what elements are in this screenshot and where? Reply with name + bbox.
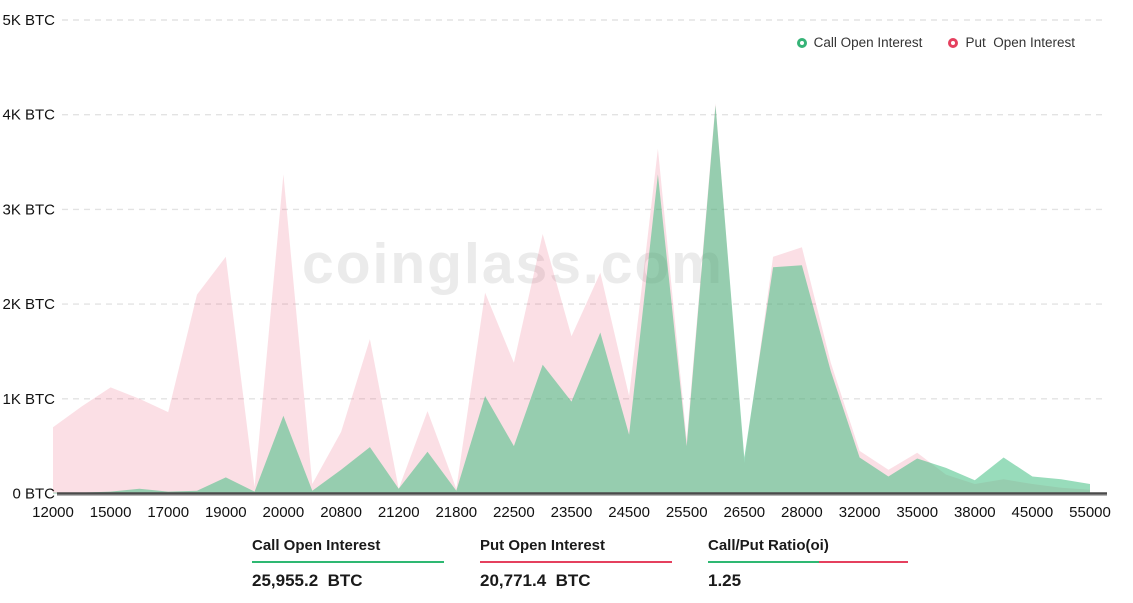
x-axis-label: 20800 bbox=[320, 504, 362, 521]
x-axis-label: 38000 bbox=[954, 504, 996, 521]
x-axis-label: 17000 bbox=[147, 504, 189, 521]
stats-footer: Call Open Interest 25,955.2 BTC Put Open… bbox=[252, 537, 936, 591]
y-axis-label: 2K BTC bbox=[2, 296, 55, 313]
chart-legend: Call Open Interest Put Open Interest bbox=[796, 35, 1075, 50]
stat-call-value: 25,955.2 BTC bbox=[252, 571, 363, 590]
legend-label-put: Put Open Interest bbox=[965, 35, 1075, 50]
y-axis-label: 0 BTC bbox=[12, 486, 55, 503]
stat-put-open-interest: Put Open Interest 20,771.4 BTC bbox=[480, 537, 708, 591]
x-axis-label: 20000 bbox=[263, 504, 305, 521]
x-axis-label: 23500 bbox=[551, 504, 593, 521]
stat-call-put-ratio: Call/Put Ratio(oi) 1.25 bbox=[708, 537, 936, 591]
x-axis-label: 12000 bbox=[32, 504, 74, 521]
stat-put-underline bbox=[480, 561, 672, 563]
put-legend-ring-icon bbox=[948, 37, 959, 48]
x-axis-label: 25500 bbox=[666, 504, 708, 521]
x-axis-label: 19000 bbox=[205, 504, 247, 521]
y-axis-label: 4K BTC bbox=[2, 107, 55, 124]
x-axis-label: 22500 bbox=[493, 504, 535, 521]
stat-call-underline bbox=[252, 561, 444, 563]
y-axis-label: 3K BTC bbox=[2, 201, 55, 218]
x-axis-label: 32000 bbox=[839, 504, 881, 521]
x-axis-label: 26500 bbox=[723, 504, 765, 521]
stat-ratio-value: 1.25 bbox=[708, 571, 742, 590]
x-axis-label: 45000 bbox=[1012, 504, 1054, 521]
stat-put-label: Put Open Interest bbox=[480, 537, 606, 554]
y-axis-label: 5K BTC bbox=[2, 12, 55, 29]
x-axis-label: 55000 bbox=[1069, 504, 1111, 521]
x-axis-label: 35000 bbox=[896, 504, 938, 521]
x-axis-label: 15000 bbox=[90, 504, 132, 521]
legend-item-put[interactable]: Put Open Interest bbox=[948, 35, 1075, 50]
stat-ratio-underline bbox=[708, 561, 908, 563]
x-axis-label: 21800 bbox=[435, 504, 477, 521]
stat-call-label: Call Open Interest bbox=[252, 537, 381, 554]
legend-item-call[interactable]: Call Open Interest bbox=[796, 35, 923, 50]
y-axis-label: 1K BTC bbox=[2, 391, 55, 408]
x-axis-label: 24500 bbox=[608, 504, 650, 521]
stat-put-value: 20,771.4 BTC bbox=[480, 571, 591, 590]
x-axis-label: 21200 bbox=[378, 504, 420, 521]
x-axis-label: 28000 bbox=[781, 504, 823, 521]
call-legend-ring-icon bbox=[796, 37, 807, 48]
legend-label-call: Call Open Interest bbox=[813, 35, 923, 50]
call-open-interest-area[interactable] bbox=[53, 105, 1090, 494]
stat-call-open-interest: Call Open Interest 25,955.2 BTC bbox=[252, 537, 480, 591]
stat-ratio-label: Call/Put Ratio(oi) bbox=[708, 537, 829, 554]
